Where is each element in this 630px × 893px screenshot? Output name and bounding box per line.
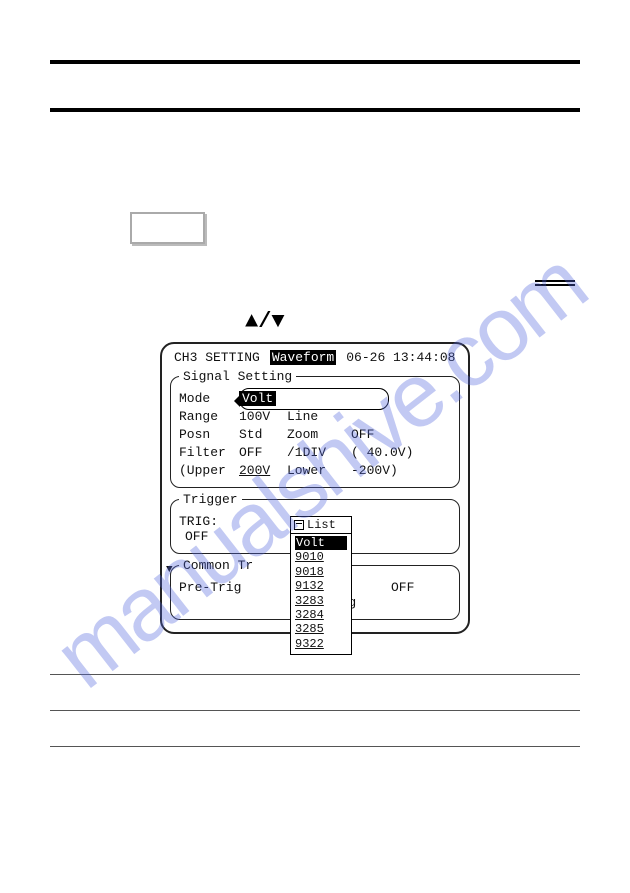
- rule-second-thick: [50, 108, 580, 112]
- callout-bubble: [239, 388, 389, 410]
- list-item[interactable]: 9018: [295, 565, 347, 579]
- upper-value[interactable]: 200V: [239, 463, 279, 478]
- div-label: /1DIV: [287, 445, 343, 460]
- upper-label: (Upper: [179, 463, 231, 478]
- list-item[interactable]: 9132: [295, 579, 347, 593]
- common-legend-left: Common Tr: [183, 558, 253, 573]
- panel-timestamp: 06-26 13:44:08: [346, 350, 455, 365]
- posn-label: Posn: [179, 427, 231, 442]
- range-value[interactable]: 100V: [239, 409, 279, 424]
- list-item[interactable]: 3284: [295, 608, 347, 622]
- list-icon: [294, 520, 304, 530]
- double-rule-right: [535, 280, 575, 286]
- list-item[interactable]: Volt: [295, 536, 347, 550]
- rule-b1: [50, 674, 580, 675]
- panel-title: CH3 SETTING: [174, 350, 260, 365]
- list-item[interactable]: 9322: [295, 637, 347, 651]
- signal-setting-group: Signal Setting Mode Volt Range 100V Line…: [170, 369, 460, 488]
- zoom-label: Zoom: [287, 427, 343, 442]
- bottom-rules: [0, 674, 630, 747]
- trig-marker-icon: ▼: [166, 564, 173, 576]
- up-down-arrows: ▲/▼: [245, 309, 630, 334]
- div-value: ( 40.0V): [351, 445, 413, 460]
- lower-value[interactable]: -200V): [351, 463, 398, 478]
- list-item[interactable]: 3285: [295, 622, 347, 636]
- mode-list-popup[interactable]: List Volt9010901891323283328432859322: [290, 516, 352, 655]
- zoom-value[interactable]: OFF: [351, 427, 374, 442]
- filter-value[interactable]: OFF: [239, 445, 279, 460]
- list-items: Volt9010901891323283328432859322: [291, 534, 351, 654]
- rule-b2: [50, 710, 580, 711]
- line-label: Line: [287, 409, 318, 424]
- list-item[interactable]: 3283: [295, 594, 347, 608]
- pretrig-label: Pre-Trig: [179, 580, 249, 610]
- list-item[interactable]: 9010: [295, 550, 347, 564]
- ch3-setting-panel: CH3 SETTING Waveform 06-26 13:44:08 Sign…: [160, 342, 470, 634]
- trigger-legend: Trigger: [179, 492, 242, 507]
- posn-value[interactable]: Std: [239, 427, 279, 442]
- ext-trig-value[interactable]: OFF: [391, 580, 414, 610]
- lower-label: Lower: [287, 463, 343, 478]
- mode-label: Mode: [179, 391, 231, 406]
- panel-mode-header: Waveform: [270, 350, 336, 365]
- range-label: Range: [179, 409, 231, 424]
- signal-legend: Signal Setting: [179, 369, 296, 384]
- filter-label: Filter: [179, 445, 231, 460]
- list-header-label: List: [307, 518, 336, 532]
- blank-button[interactable]: [130, 212, 205, 244]
- rule-b3: [50, 746, 580, 747]
